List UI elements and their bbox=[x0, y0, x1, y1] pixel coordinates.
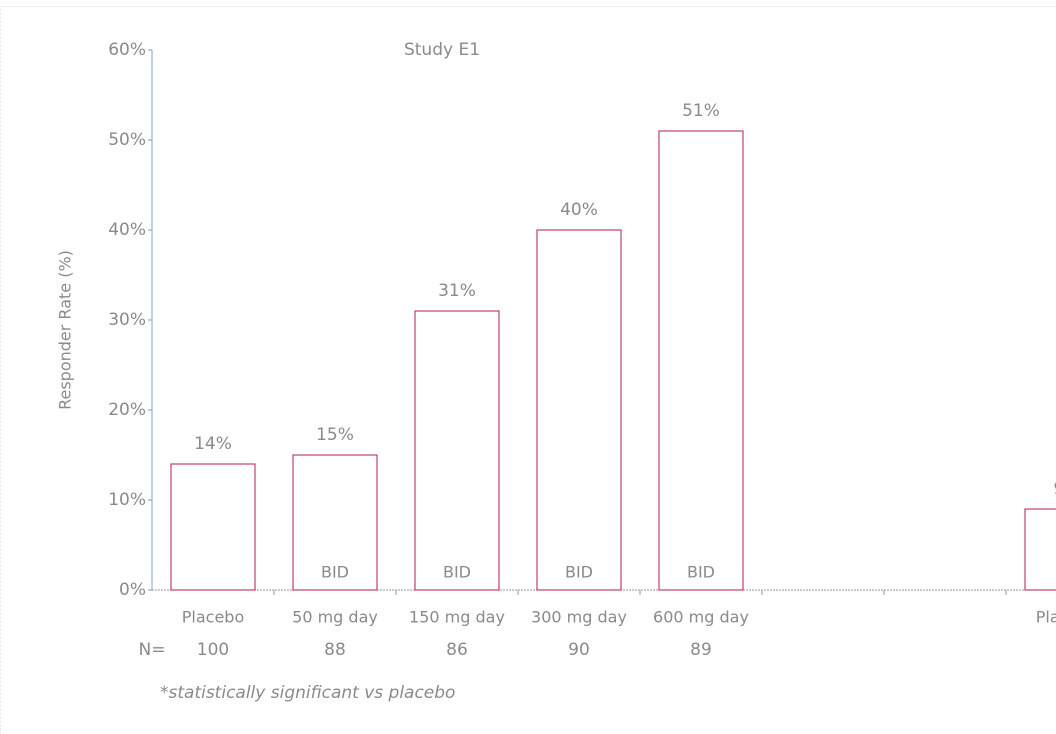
y-tick-label: 10% bbox=[108, 490, 146, 510]
x-tick-label: Placebo bbox=[182, 608, 244, 627]
bar-note: BID bbox=[687, 563, 715, 582]
frame bbox=[0, 6, 1056, 734]
value-label: 14% bbox=[194, 434, 232, 454]
bar bbox=[658, 130, 744, 591]
n-value: 100 bbox=[197, 640, 229, 660]
chart-title: Study E1 bbox=[404, 40, 480, 60]
y-axis-label: Responder Rate (%) bbox=[56, 250, 75, 410]
bar bbox=[1024, 508, 1056, 591]
n-value: 86 bbox=[446, 640, 468, 660]
footnote: *statistically significant vs placebo bbox=[160, 683, 455, 703]
n-value: 89 bbox=[690, 640, 712, 660]
value-label: 9% bbox=[1054, 479, 1056, 499]
x-tick-label: 50 mg day bbox=[292, 608, 378, 627]
bar bbox=[414, 310, 500, 591]
x-tick-label: 300 mg day bbox=[531, 608, 627, 627]
x-tick-label: 150 mg day bbox=[409, 608, 505, 627]
bar bbox=[292, 454, 378, 591]
value-label: 40% bbox=[560, 200, 598, 220]
y-tick-label: 40% bbox=[108, 220, 146, 240]
bar bbox=[536, 229, 622, 591]
bar-note: BID bbox=[443, 563, 471, 582]
value-label: 51% bbox=[682, 101, 720, 121]
value-label: 31% bbox=[438, 281, 476, 301]
y-tick-label: 50% bbox=[108, 130, 146, 150]
bar-note: BID bbox=[565, 563, 593, 582]
y-tick-label: 20% bbox=[108, 400, 146, 420]
bar-note: BID bbox=[321, 563, 349, 582]
x-tick-label: Placebo bbox=[1036, 608, 1056, 627]
n-value: 88 bbox=[324, 640, 346, 660]
n-label: N= bbox=[139, 640, 166, 660]
y-tick-label: 30% bbox=[108, 310, 146, 330]
n-value: 90 bbox=[568, 640, 590, 660]
y-tick-label: 0% bbox=[119, 580, 146, 600]
value-label: 15% bbox=[316, 425, 354, 445]
bar bbox=[170, 463, 256, 591]
y-tick-label: 60% bbox=[108, 40, 146, 60]
x-tick-label: 600 mg day bbox=[653, 608, 749, 627]
